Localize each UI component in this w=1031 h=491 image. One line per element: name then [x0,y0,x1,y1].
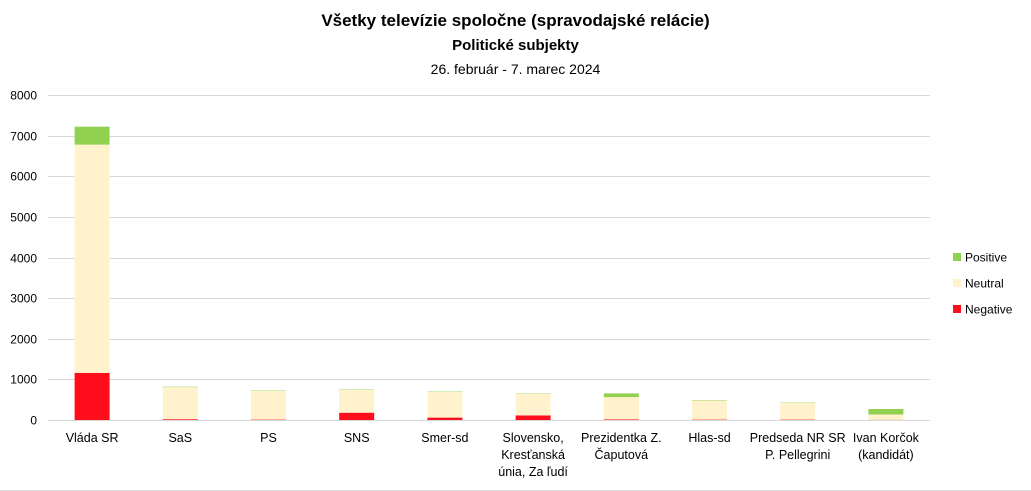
x-category-label: Kresťanská [501,448,565,462]
x-category-label: Vláda SR [66,431,119,445]
x-category-label: Ivan Korčok [853,431,920,445]
bar-neutral [780,402,816,420]
bar-neutral [339,389,375,413]
bar-neutral [515,394,551,416]
bar-positive [603,393,639,398]
gridlines [48,95,930,421]
y-tick-label: 7000 [10,130,37,144]
y-axis-ticks: 0 1000 2000 3000 4000 5000 6000 7000 8000 [10,89,37,428]
x-category-label: únia, Za ľudí [498,465,568,479]
bar-negative [427,417,463,420]
x-category-label: P. Pellegrini [765,448,830,462]
bar-negative [162,419,198,420]
x-category-label: SaS [168,431,192,445]
x-category-label: PS [260,431,277,445]
legend-label-negative: Negative [965,303,1013,317]
x-category-label: (kandidát) [858,448,914,462]
legend: Positive Neutral Negative [953,251,1013,317]
chart-period: 26. február - 7. marec 2024 [430,61,601,77]
legend-swatch-negative [953,305,961,313]
bar-neutral [692,400,727,420]
x-category-label: Hlas-sd [688,431,730,445]
y-tick-label: 8000 [10,89,37,103]
bar-neutral [868,414,904,420]
bar-negative [515,415,551,420]
bar-neutral [74,144,110,373]
legend-label-neutral: Neutral [965,277,1004,291]
legend-swatch-neutral [953,279,961,287]
y-tick-label: 6000 [10,170,37,184]
bars [74,126,904,420]
x-category-label: Prezidentka Z. [581,431,662,445]
y-tick-label: 5000 [10,211,37,225]
y-tick-label: 1000 [10,373,37,387]
x-category-label: Čaputová [595,447,649,462]
bar-negative [339,412,375,420]
y-tick-label: 0 [30,414,37,428]
legend-label-positive: Positive [965,251,1007,265]
chart-title: Všetky televízie spoločne (spravodajské … [321,11,710,30]
bar-positive [74,126,110,145]
chart-subtitle: Politické subjekty [452,37,579,54]
x-category-label: Predseda NR SR [750,431,846,445]
bar-neutral [162,387,198,420]
bar-neutral [251,390,286,420]
bar-positive [868,409,904,415]
x-category-label: Slovensko, [503,431,564,445]
x-axis-labels: Vláda SR SaS PS SNS Smer-sd Slovensko, Kresťan… [66,431,920,479]
y-tick-label: 2000 [10,333,37,347]
bar-negative [74,372,110,420]
x-category-label: SNS [344,431,370,445]
y-tick-label: 4000 [10,252,37,266]
legend-swatch-positive [953,253,961,261]
bar-neutral [427,392,463,418]
bar-neutral [603,397,639,420]
bar-negative [603,419,639,420]
y-tick-label: 3000 [10,292,37,306]
x-category-label: Smer-sd [421,431,468,445]
